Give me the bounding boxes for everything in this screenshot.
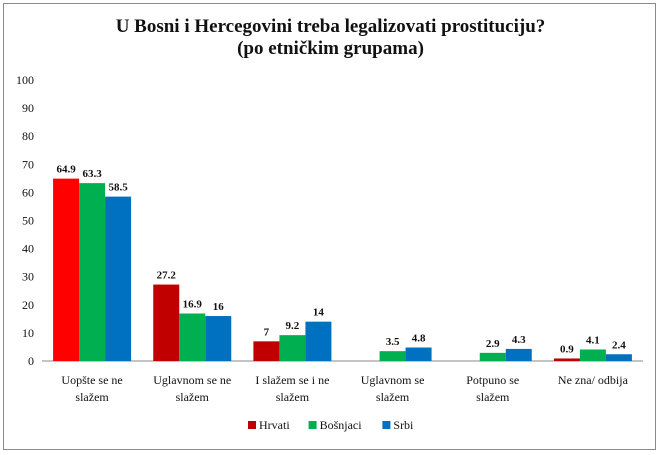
category-label: Ne zna/ odbija [558, 373, 629, 387]
category-label: slažem [75, 390, 109, 404]
legend-label: Hrvati [259, 418, 290, 432]
y-tick-label: 100 [16, 73, 34, 87]
data-label: 63.3 [82, 168, 102, 180]
data-label: 58.5 [108, 182, 128, 194]
data-label: 2.9 [486, 338, 500, 350]
data-label: 9.2 [286, 320, 300, 332]
data-label: 16 [213, 301, 225, 313]
legend-label: Srbi [393, 418, 414, 432]
bar [53, 178, 80, 361]
y-tick-label: 70 [22, 157, 34, 171]
y-tick-label: 90 [22, 101, 34, 115]
bar [605, 354, 632, 361]
category-label: slažem [176, 390, 210, 404]
y-tick-label: 10 [22, 326, 34, 340]
bar [179, 313, 206, 361]
bar [279, 335, 306, 361]
legend-swatch [308, 421, 317, 429]
legend-swatch [382, 421, 391, 429]
bar [579, 349, 606, 361]
category-label: slažem [276, 390, 310, 404]
bar [253, 341, 280, 361]
bar [379, 351, 406, 361]
data-label: 64.9 [56, 164, 76, 176]
bar [553, 358, 580, 361]
legend-swatch [248, 421, 256, 429]
category-label: Potpuno se [466, 373, 519, 387]
chart-title: U Bosni i Hercegovini treba legalizovati… [0, 16, 661, 60]
data-label: 3.5 [386, 336, 400, 348]
bar [479, 352, 506, 361]
bar [153, 284, 180, 361]
data-label: 27.2 [157, 270, 177, 282]
bar [205, 316, 232, 361]
data-label: 4.8 [412, 333, 426, 345]
y-tick-label: 60 [22, 185, 34, 199]
bar [405, 347, 432, 361]
y-tick-label: 20 [22, 298, 34, 312]
y-tick-label: 30 [22, 270, 34, 284]
category-label: Uglavnom se ne [153, 373, 231, 387]
data-label: 2.4 [612, 339, 626, 351]
chart-title-line1: U Bosni i Hercegovini treba legalizovati… [115, 16, 546, 37]
bar [105, 196, 132, 361]
category-label: slažem [476, 390, 510, 404]
chart-subtitle: (po etničkim grupama) [237, 38, 424, 59]
y-tick-label: 50 [22, 214, 34, 228]
y-tick-label: 40 [22, 242, 34, 256]
category-label: slažem [376, 390, 410, 404]
legend-label: Bošnjaci [320, 418, 363, 432]
data-label: 14 [313, 307, 325, 319]
bar [305, 321, 332, 361]
data-label: 7 [264, 326, 270, 338]
bar [505, 348, 532, 361]
data-label: 16.9 [183, 299, 203, 311]
bar [79, 183, 106, 361]
category-label: I slažem se i ne [255, 373, 329, 387]
y-tick-label: 80 [22, 129, 34, 143]
data-label: 4.1 [586, 334, 600, 346]
category-label: Uopšte se ne [61, 373, 122, 387]
data-label: 4.3 [512, 334, 526, 346]
category-label: Uglavnom se [361, 373, 425, 387]
data-label: 0.9 [560, 343, 574, 355]
y-tick-label: 0 [28, 354, 34, 368]
